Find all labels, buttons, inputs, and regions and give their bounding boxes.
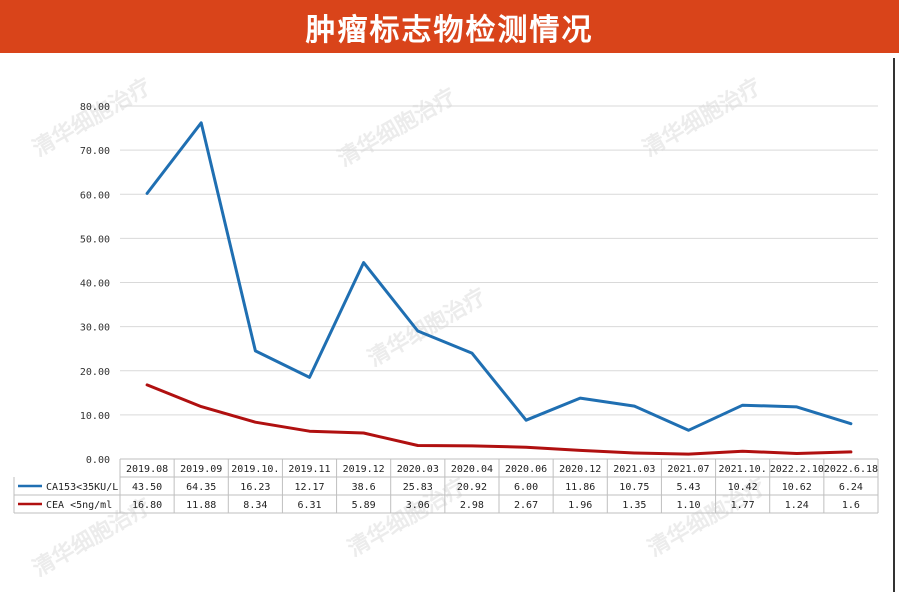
data-label: 20.92 [457, 482, 487, 493]
data-label: 1.6 [842, 500, 860, 511]
data-label: 6.00 [514, 482, 538, 493]
y-tick-label: 80.00 [80, 102, 110, 113]
x-tick-label: 2022.2.10 [770, 464, 824, 475]
data-label: 10.42 [728, 482, 758, 493]
x-tick-label: 2020.03 [397, 464, 439, 475]
data-label: 12.17 [294, 482, 324, 493]
x-tick-label: 2019.12 [343, 464, 385, 475]
data-label: 1.10 [676, 500, 700, 511]
data-label: 25.83 [403, 482, 433, 493]
data-label: 43.50 [132, 482, 162, 493]
series-line [145, 383, 853, 456]
y-tick-label: 40.00 [80, 279, 110, 290]
data-label: 6.24 [839, 482, 863, 493]
data-label: 10.62 [782, 482, 812, 493]
x-tick-label: 2019.11 [288, 464, 330, 475]
data-label: 3.06 [406, 500, 430, 511]
series-line [145, 121, 853, 432]
x-tick-label: 2021.07 [667, 464, 709, 475]
x-tick-label: 2022.6.18 [824, 464, 878, 475]
data-label: 1.77 [731, 500, 755, 511]
data-label: 5.43 [676, 482, 700, 493]
legend-label: CEA <5ng/ml [46, 500, 112, 511]
x-tick-label: 2020.04 [451, 464, 493, 475]
data-label: 2.67 [514, 500, 538, 511]
x-tick-label: 2021.10. [719, 464, 767, 475]
data-label: 64.35 [186, 482, 216, 493]
data-label: 38.6 [352, 482, 376, 493]
data-label: 1.24 [785, 500, 809, 511]
y-tick-label: 10.00 [80, 411, 110, 422]
data-label: 1.96 [568, 500, 592, 511]
y-tick-label: 30.00 [80, 323, 110, 334]
data-label: 16.80 [132, 500, 162, 511]
data-label: 10.75 [619, 482, 649, 493]
data-label: 11.86 [565, 482, 595, 493]
x-tick-label: 2021.03 [613, 464, 655, 475]
x-tick-label: 2020.12 [559, 464, 601, 475]
data-label: 11.88 [186, 500, 216, 511]
x-tick-label: 2019.09 [180, 464, 222, 475]
legend-label: CA153<35KU/L [46, 482, 118, 493]
y-tick-label: 0.00 [86, 455, 110, 466]
x-tick-label: 2019.08 [126, 464, 168, 475]
x-tick-label: 2020.06 [505, 464, 547, 475]
right-border [893, 58, 895, 592]
y-tick-label: 70.00 [80, 146, 110, 157]
data-label: 16.23 [240, 482, 270, 493]
x-tick-label: 2019.10. [231, 464, 279, 475]
y-tick-label: 20.00 [80, 367, 110, 378]
data-label: 8.34 [243, 500, 267, 511]
y-tick-label: 50.00 [80, 234, 110, 245]
title-banner: 肿瘤标志物检测情况 [0, 0, 899, 53]
data-label: 2.98 [460, 500, 484, 511]
data-label: 1.35 [622, 500, 646, 511]
line-chart: 0.00 10.00 20.00 30.00 40.00 50.00 60.00 70.00 8… [13, 102, 879, 514]
y-tick-label: 60.00 [80, 190, 110, 201]
data-label: 6.31 [297, 500, 321, 511]
page-title: 肿瘤标志物检测情况 [305, 12, 594, 48]
data-label: 5.89 [352, 500, 376, 511]
